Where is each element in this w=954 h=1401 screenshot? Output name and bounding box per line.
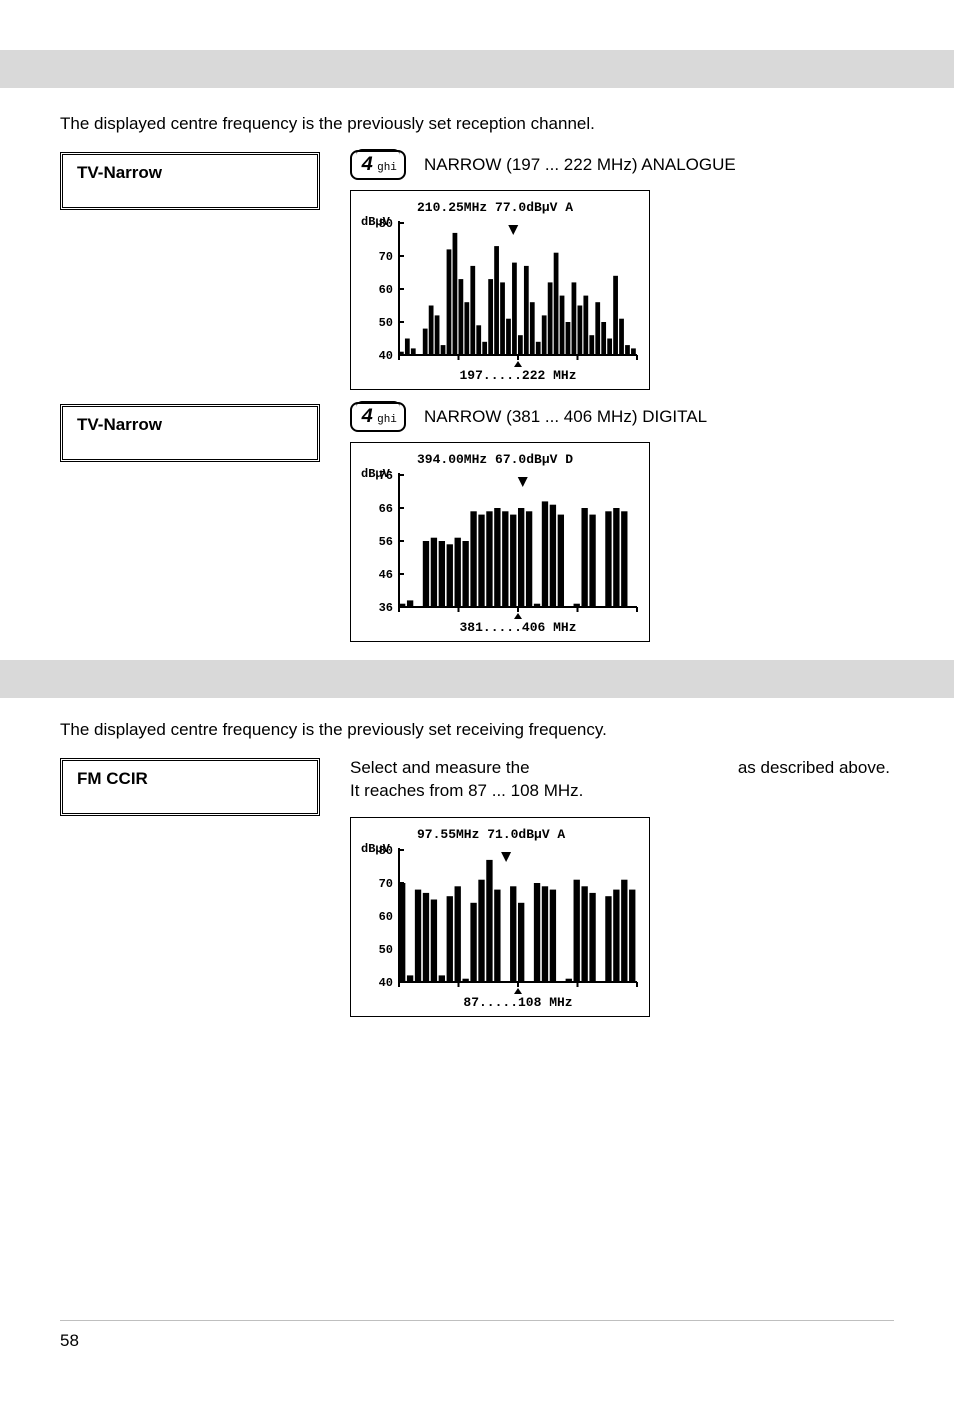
svg-text:97.55MHz 71.0dBµV A: 97.55MHz 71.0dBµV A (417, 827, 565, 842)
fm-intro-text: The displayed centre frequency is the pr… (60, 718, 894, 742)
keypad-4-ghi-2: ghi (377, 414, 397, 426)
section-header-bar-tv (0, 50, 954, 88)
svg-text:50: 50 (379, 943, 393, 957)
fm-line1-pre: Select and measure the (350, 756, 530, 780)
tv-narrow-button-2-label: TV-Narrow (77, 415, 162, 434)
narrow-analogue-text: NARROW (197 ... 222 MHz) ANALOGUE (424, 155, 736, 175)
svg-text:40: 40 (379, 349, 393, 363)
section-header-bar-fm (0, 660, 954, 698)
page-number: 58 (60, 1331, 79, 1351)
keypad-4-ghi: ghi (377, 162, 397, 174)
svg-text:381.....406 MHz: 381.....406 MHz (459, 620, 576, 635)
svg-text:197.....222 MHz: 197.....222 MHz (459, 368, 576, 383)
keypad-4-digit-2: 4 (361, 406, 373, 429)
spectrum-chart-analogue: 210.25MHz 77.0dBµV AdBµV8070605040197...… (350, 190, 650, 390)
svg-text:87.....108 MHz: 87.....108 MHz (463, 995, 572, 1010)
tv-intro-text: The displayed centre frequency is the pr… (60, 112, 894, 136)
svg-text:50: 50 (379, 316, 393, 330)
svg-text:56: 56 (379, 535, 393, 549)
svg-text:394.00MHz 67.0dBµV D: 394.00MHz 67.0dBµV D (417, 452, 573, 467)
svg-text:80: 80 (379, 217, 393, 231)
svg-text:66: 66 (379, 502, 393, 516)
svg-text:60: 60 (379, 283, 393, 297)
keypad-4-digit: 4 (361, 154, 373, 177)
svg-text:76: 76 (379, 469, 393, 483)
spectrum-chart-digital: 394.00MHz 67.0dBµV DdBµV7666564636381...… (350, 442, 650, 642)
tv-narrow-button-1: TV-Narrow (60, 152, 320, 210)
svg-text:40: 40 (379, 976, 393, 990)
fm-ccir-button-label: FM CCIR (77, 769, 148, 788)
tv-narrow-analogue-row: TV-Narrow 4 ghi NARROW (197 ... 222 MHz)… (60, 150, 894, 390)
tv-narrow-button-1-label: TV-Narrow (77, 163, 162, 182)
fm-ccir-button: FM CCIR (60, 758, 320, 816)
svg-text:210.25MHz 77.0dBµV A: 210.25MHz 77.0dBµV A (417, 200, 573, 215)
fm-line2: It reaches from 87 ... 108 MHz. (350, 779, 894, 803)
keypad-4-icon-1: 4 ghi (350, 150, 406, 180)
fm-ccir-row: FM CCIR Select and measure the as descri… (60, 756, 894, 1018)
svg-text:60: 60 (379, 910, 393, 924)
svg-text:36: 36 (379, 601, 393, 615)
svg-text:80: 80 (379, 844, 393, 858)
svg-text:70: 70 (379, 250, 393, 264)
fm-description: Select and measure the as described abov… (350, 756, 894, 804)
tv-narrow-digital-row: TV-Narrow 4 ghi NARROW (381 ... 406 MHz)… (60, 402, 894, 642)
keypad-4-icon-2: 4 ghi (350, 402, 406, 432)
fm-line1-post: as described above. (738, 756, 890, 780)
svg-text:70: 70 (379, 877, 393, 891)
svg-text:46: 46 (379, 568, 393, 582)
narrow-digital-text: NARROW (381 ... 406 MHz) DIGITAL (424, 407, 707, 427)
footer-rule (60, 1320, 894, 1321)
spectrum-chart-fm: 97.55MHz 71.0dBµV AdBµV807060504087.....… (350, 817, 650, 1017)
tv-narrow-button-2: TV-Narrow (60, 404, 320, 462)
